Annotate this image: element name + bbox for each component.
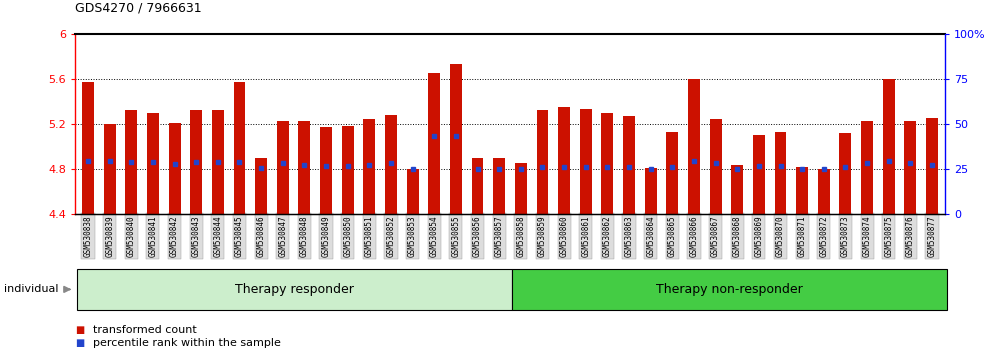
Bar (753, 135, 765, 214)
Bar (818, 169, 830, 214)
Bar (515, 164, 527, 214)
Bar (450, 64, 462, 214)
Bar (363, 119, 375, 214)
Bar (710, 119, 722, 214)
Bar (493, 158, 505, 214)
Bar (320, 127, 332, 214)
Bar (277, 120, 289, 214)
Bar (407, 169, 419, 214)
Bar (342, 126, 354, 214)
Bar (775, 132, 786, 214)
Bar (125, 110, 137, 214)
Bar (212, 110, 224, 214)
Text: GDS4270 / 7966631: GDS4270 / 7966631 (75, 1, 202, 14)
Bar (255, 158, 267, 214)
Bar (537, 110, 548, 214)
Bar (190, 110, 202, 214)
Bar (666, 132, 678, 214)
Text: transformed count: transformed count (93, 325, 197, 335)
Text: Therapy non-responder: Therapy non-responder (656, 283, 803, 296)
Bar (580, 109, 592, 214)
Bar (472, 158, 483, 214)
Bar (731, 165, 743, 214)
Bar (839, 133, 851, 214)
Bar (796, 167, 808, 214)
Text: individual: individual (4, 284, 58, 295)
Bar (298, 120, 310, 214)
Bar (688, 79, 700, 214)
Bar (904, 120, 916, 214)
Bar (926, 118, 938, 214)
Bar (883, 79, 895, 214)
Bar (385, 115, 397, 214)
Bar (82, 82, 94, 214)
Bar (601, 113, 613, 214)
Bar (234, 82, 245, 214)
Text: ■: ■ (75, 338, 84, 348)
Bar (861, 120, 873, 214)
Text: Therapy responder: Therapy responder (235, 283, 354, 296)
Text: ■: ■ (75, 325, 84, 335)
Bar (558, 107, 570, 214)
Bar (428, 73, 440, 214)
Bar (645, 168, 657, 214)
Bar (623, 116, 635, 214)
Bar (104, 124, 116, 214)
Bar (169, 123, 181, 214)
Text: percentile rank within the sample: percentile rank within the sample (93, 338, 281, 348)
Bar (147, 113, 159, 214)
